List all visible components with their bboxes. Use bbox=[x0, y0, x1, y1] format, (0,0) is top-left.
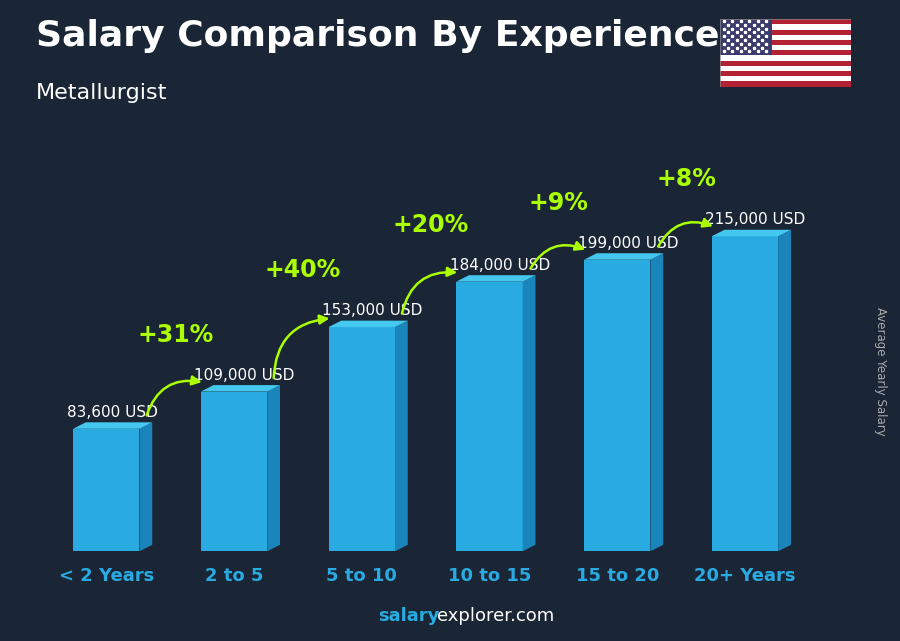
Polygon shape bbox=[201, 392, 267, 551]
Bar bbox=[720, 45, 850, 50]
Bar bbox=[720, 29, 850, 35]
Text: 184,000 USD: 184,000 USD bbox=[450, 258, 550, 272]
Text: 215,000 USD: 215,000 USD bbox=[706, 212, 806, 228]
Polygon shape bbox=[651, 253, 663, 551]
Bar bbox=[720, 66, 850, 71]
Bar bbox=[720, 76, 850, 81]
Text: 199,000 USD: 199,000 USD bbox=[578, 236, 678, 251]
Text: +9%: +9% bbox=[528, 191, 589, 215]
Polygon shape bbox=[395, 320, 408, 551]
Polygon shape bbox=[712, 237, 778, 551]
Polygon shape bbox=[73, 429, 140, 551]
Text: +31%: +31% bbox=[137, 322, 213, 347]
Bar bbox=[720, 24, 850, 29]
Bar bbox=[720, 81, 850, 87]
Polygon shape bbox=[201, 385, 280, 392]
Polygon shape bbox=[140, 422, 152, 551]
Text: salary: salary bbox=[378, 607, 439, 625]
Polygon shape bbox=[328, 320, 408, 327]
Text: +8%: +8% bbox=[656, 167, 716, 192]
Bar bbox=[720, 61, 850, 66]
Polygon shape bbox=[267, 385, 280, 551]
Bar bbox=[720, 50, 850, 56]
Text: 109,000 USD: 109,000 USD bbox=[194, 367, 295, 383]
Polygon shape bbox=[523, 275, 536, 551]
Polygon shape bbox=[584, 260, 651, 551]
Bar bbox=[720, 56, 850, 61]
Polygon shape bbox=[73, 422, 152, 429]
Text: +20%: +20% bbox=[392, 213, 469, 237]
Text: 83,600 USD: 83,600 USD bbox=[67, 405, 158, 420]
Text: 153,000 USD: 153,000 USD bbox=[322, 303, 422, 318]
Text: explorer.com: explorer.com bbox=[436, 607, 554, 625]
Text: Metallurgist: Metallurgist bbox=[36, 83, 167, 103]
Polygon shape bbox=[456, 281, 523, 551]
Polygon shape bbox=[456, 275, 536, 281]
Text: +40%: +40% bbox=[265, 258, 341, 282]
Polygon shape bbox=[328, 327, 395, 551]
Text: Salary Comparison By Experience: Salary Comparison By Experience bbox=[36, 19, 719, 53]
Bar bbox=[720, 40, 850, 45]
Text: Average Yearly Salary: Average Yearly Salary bbox=[874, 308, 886, 436]
Bar bbox=[720, 19, 772, 56]
Bar bbox=[720, 71, 850, 76]
Polygon shape bbox=[584, 253, 663, 260]
Polygon shape bbox=[778, 229, 791, 551]
Polygon shape bbox=[712, 229, 791, 237]
Bar bbox=[720, 19, 850, 24]
Bar bbox=[720, 35, 850, 40]
